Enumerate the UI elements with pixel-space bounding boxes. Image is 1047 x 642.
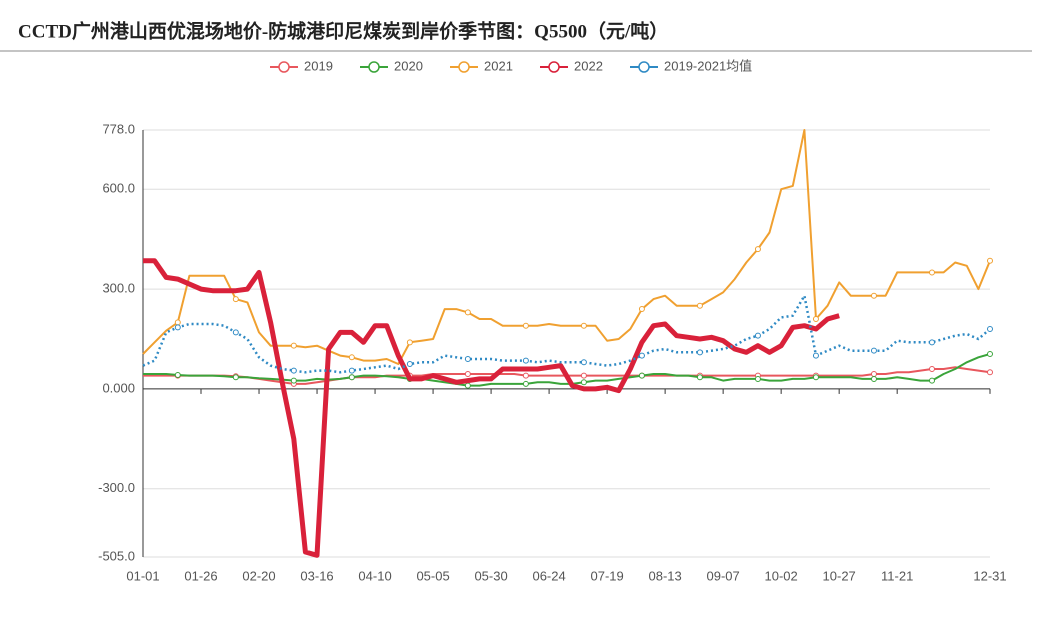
legend-symbol bbox=[638, 61, 650, 73]
point bbox=[464, 370, 471, 377]
x-tick-label: 02-20 bbox=[242, 568, 275, 583]
point bbox=[812, 374, 819, 381]
point bbox=[522, 357, 529, 364]
point bbox=[232, 296, 239, 303]
legend-label: 2019 bbox=[304, 58, 333, 73]
point bbox=[870, 375, 877, 382]
point bbox=[987, 326, 993, 333]
point bbox=[174, 324, 181, 331]
legend-symbol bbox=[458, 61, 470, 73]
point bbox=[928, 339, 935, 346]
point bbox=[580, 379, 587, 386]
point bbox=[638, 372, 645, 379]
point bbox=[812, 316, 819, 323]
point bbox=[522, 372, 529, 379]
point bbox=[928, 365, 935, 372]
chart-title: CCTD广州港山西优混场地价-防城港印尼煤炭到岸价季节图：Q5500（元/吨） bbox=[18, 19, 668, 42]
point bbox=[754, 375, 761, 382]
point bbox=[348, 354, 355, 361]
x-tick-label: 07-19 bbox=[590, 568, 623, 583]
point bbox=[464, 355, 471, 362]
point bbox=[987, 369, 993, 376]
point bbox=[987, 350, 993, 357]
y-tick-label: -505.0 bbox=[98, 548, 135, 563]
point bbox=[464, 309, 471, 316]
point bbox=[406, 339, 413, 346]
point bbox=[580, 359, 587, 366]
legend-label: 2022 bbox=[574, 58, 603, 73]
x-tick-label: 10-27 bbox=[823, 568, 856, 583]
point bbox=[406, 360, 413, 367]
point bbox=[464, 382, 471, 389]
point bbox=[348, 374, 355, 381]
x-tick-label: 01-01 bbox=[126, 568, 159, 583]
point bbox=[870, 347, 877, 354]
point bbox=[522, 322, 529, 329]
x-tick-label: 05-30 bbox=[474, 568, 507, 583]
point bbox=[928, 269, 935, 276]
y-tick-label: 0.000 bbox=[102, 380, 135, 395]
point bbox=[696, 349, 703, 356]
x-tick-label: 01-26 bbox=[184, 568, 217, 583]
point bbox=[232, 374, 239, 381]
point bbox=[348, 367, 355, 374]
legend-label: 2019-2021均值 bbox=[664, 58, 752, 73]
series-line bbox=[142, 294, 991, 374]
x-tick-label: 04-10 bbox=[358, 568, 391, 583]
x-tick-label: 05-05 bbox=[416, 568, 449, 583]
legend-label: 2021 bbox=[484, 58, 513, 73]
point bbox=[174, 371, 181, 378]
point bbox=[174, 319, 181, 326]
x-tick-label: 03-16 bbox=[300, 568, 333, 583]
series-line bbox=[142, 129, 991, 365]
y-tick-label: 600.0 bbox=[102, 181, 135, 196]
point bbox=[870, 370, 877, 377]
x-tick-label: 11-21 bbox=[881, 568, 913, 583]
y-tick-label: -300.0 bbox=[98, 480, 135, 495]
point bbox=[290, 377, 297, 384]
x-tick-label: 09-07 bbox=[707, 568, 740, 583]
x-tick-label: 10-02 bbox=[765, 568, 798, 583]
point bbox=[987, 257, 993, 264]
point bbox=[696, 302, 703, 309]
point bbox=[290, 342, 297, 349]
point bbox=[754, 332, 761, 339]
point bbox=[870, 292, 877, 299]
point bbox=[522, 380, 529, 387]
point bbox=[754, 246, 761, 253]
point bbox=[232, 329, 239, 336]
legend-symbol bbox=[548, 61, 560, 73]
y-tick-label: 300.0 bbox=[102, 281, 135, 296]
legend-symbol bbox=[278, 61, 290, 73]
legend-symbol bbox=[368, 61, 380, 73]
x-tick-label: 12-31 bbox=[973, 568, 1006, 583]
point bbox=[580, 322, 587, 329]
point bbox=[290, 367, 297, 374]
point bbox=[696, 374, 703, 381]
point bbox=[580, 372, 587, 379]
x-tick-label: 08-13 bbox=[648, 568, 681, 583]
x-tick-label: 06-24 bbox=[532, 568, 565, 583]
point bbox=[638, 306, 645, 313]
y-tick-label: 778.0 bbox=[102, 121, 135, 136]
point bbox=[638, 352, 645, 359]
point bbox=[928, 377, 935, 384]
legend-label: 2020 bbox=[394, 58, 423, 73]
point bbox=[812, 352, 819, 359]
series-line bbox=[143, 258, 840, 558]
